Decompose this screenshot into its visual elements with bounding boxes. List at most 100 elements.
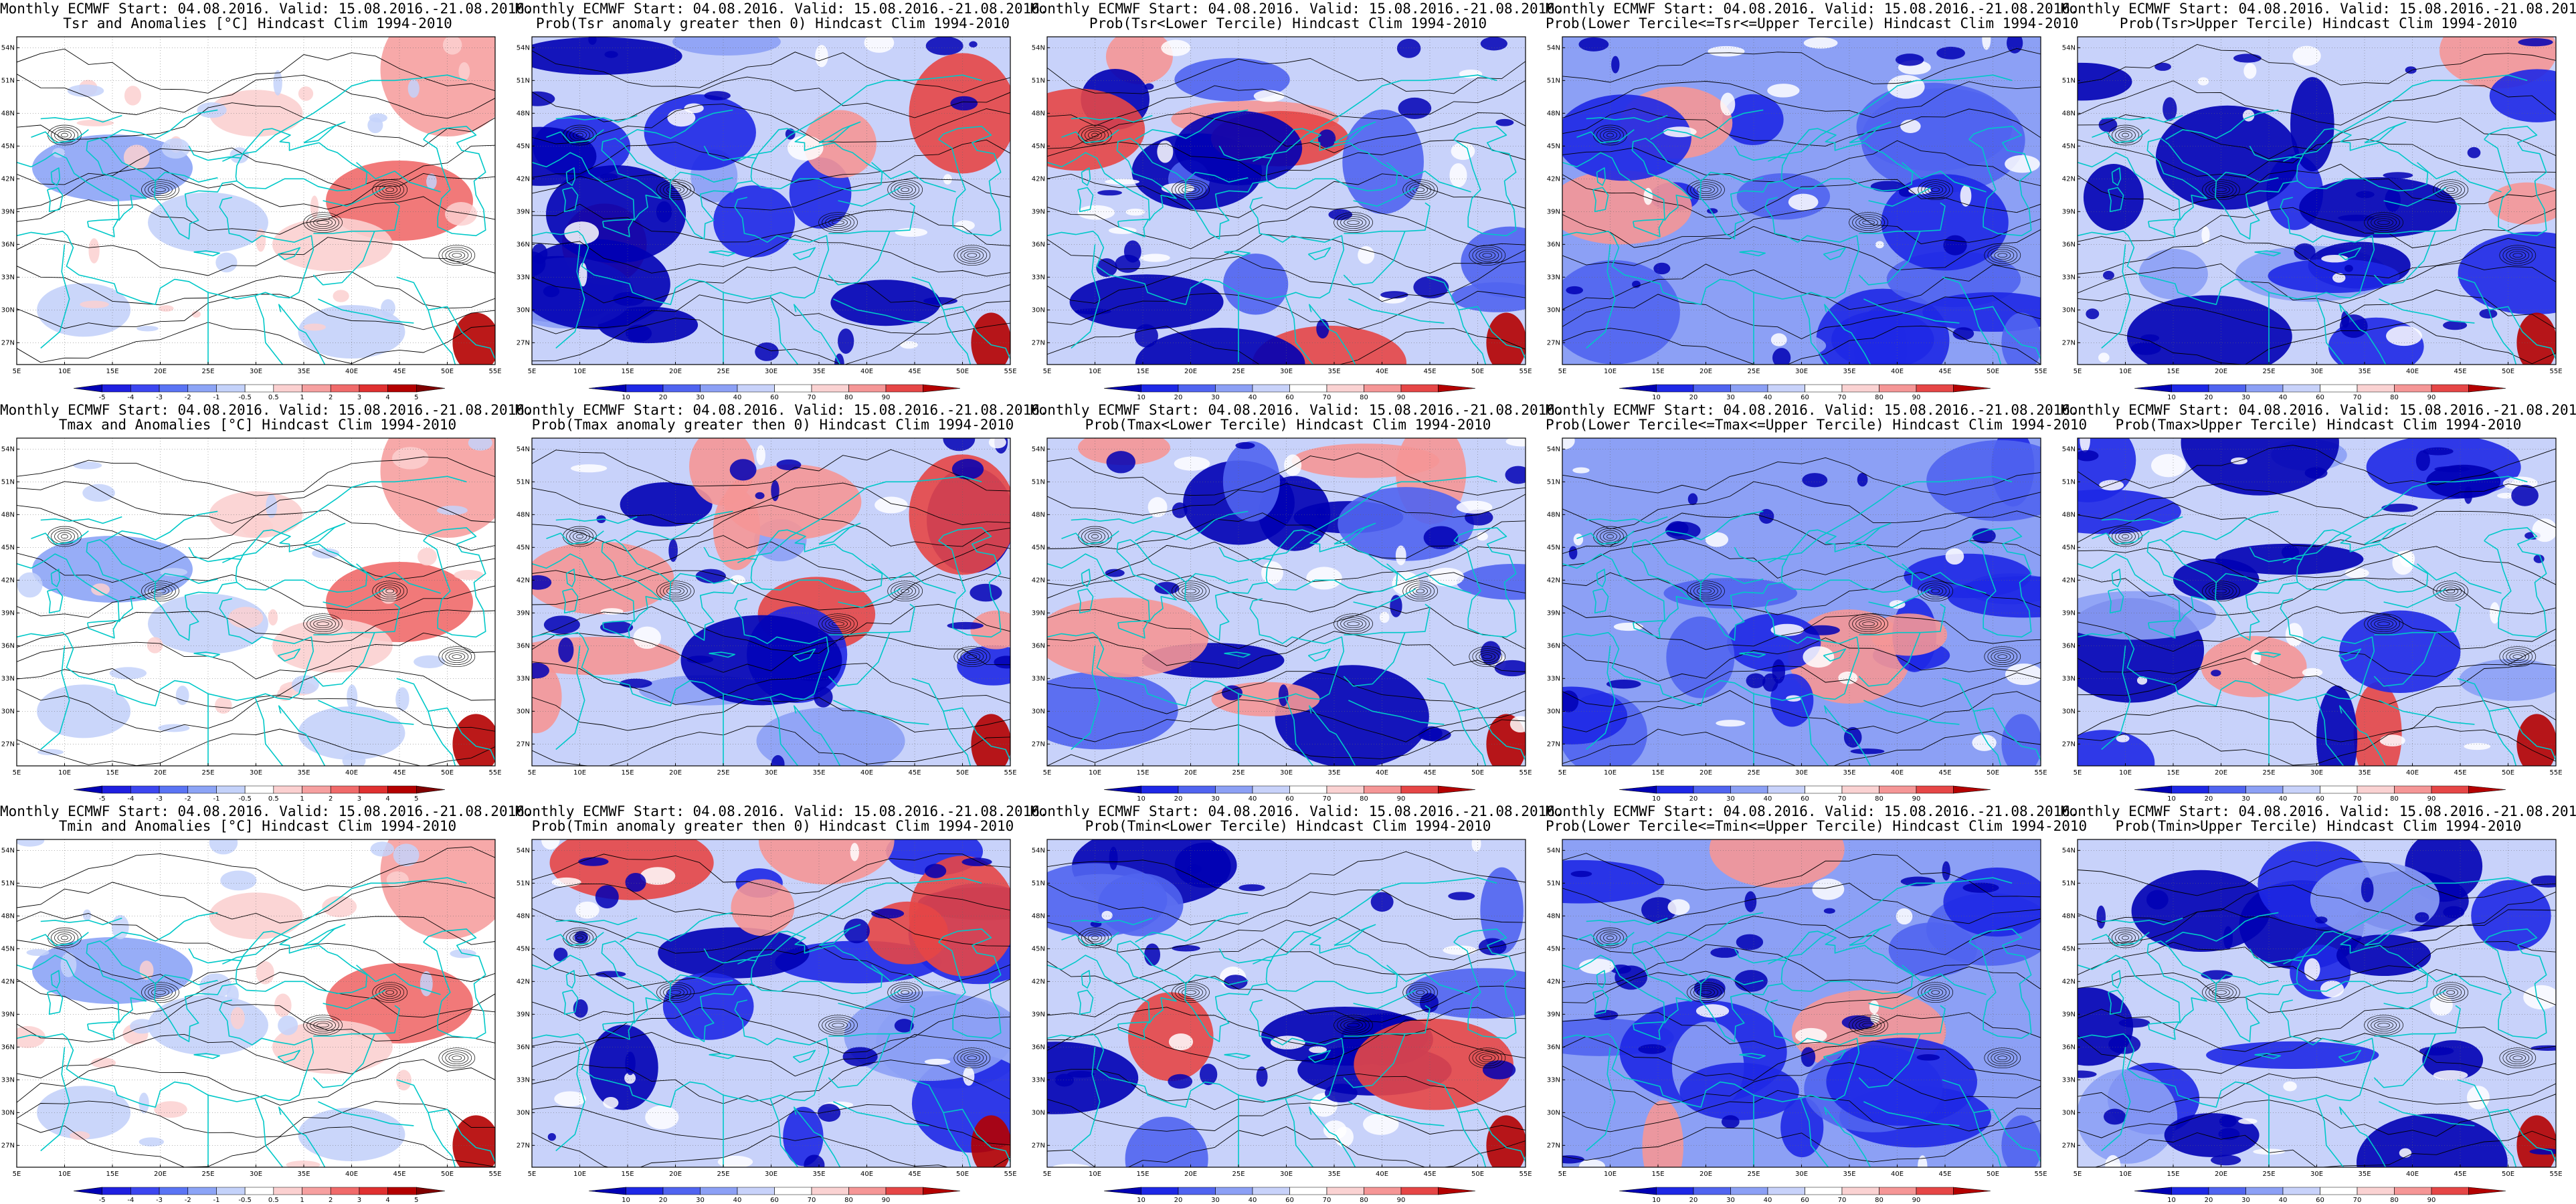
longitude-label: 50E	[441, 1171, 454, 1178]
colorbar: 10 20 30 40 60 70 80 90	[1103, 785, 1476, 803]
latitude-label: 30N	[1032, 306, 1045, 314]
longitude-label: 30E	[2310, 769, 2323, 777]
longitude-label: 35E	[297, 769, 310, 777]
colorbar-label: 3	[357, 1197, 361, 1204]
longitude-label: 5E	[528, 1171, 537, 1178]
map-panel: 54N 51N 48N 45N 42N 39N 36N 33N 30N 27N 5E 10E 15E 20…	[1030, 0, 1564, 401]
latitude-label: 33N	[1032, 675, 1045, 682]
longitude-label: 10E	[1089, 769, 1101, 777]
map-title: Prob(Lower Tercile<=Tsr<=Upper Tercile) …	[1546, 15, 2079, 31]
latitude-label: 51N	[517, 478, 530, 486]
longitude-label: 45E	[1423, 1171, 1436, 1178]
map-header: Monthly ECMWF Start: 04.08.2016. Valid: …	[1546, 1, 2079, 17]
colorbar-label: 20	[2205, 795, 2213, 803]
colorbar-label: 20	[1689, 795, 1698, 803]
colorbar-label: 90	[1397, 795, 1406, 803]
longitude-label: 55E	[488, 769, 501, 777]
latitude-label: 42N	[517, 978, 530, 985]
colorbar-label: 30	[696, 1197, 705, 1204]
map-panel: 54N 51N 48N 45N 42N 39N 36N 33N 30N 27N 5E 10E 15E 20…	[1546, 803, 2088, 1204]
map-title: Tmax and Anomalies [°C] Hindcast Clim 19…	[58, 417, 457, 433]
latitude-label: 54N	[1547, 847, 1560, 854]
map-title: Prob(Lower Tercile<=Tmin<=Upper Tercile)…	[1546, 818, 2088, 834]
colorbar-label: 80	[2390, 1197, 2399, 1204]
colorbar-label: 60	[1801, 1197, 1809, 1204]
colorbar-label: 0.5	[268, 1197, 279, 1204]
latitude-label: 48N	[1547, 110, 1560, 117]
longitude-label: 50E	[441, 769, 454, 777]
latitude-label: 54N	[1032, 445, 1045, 453]
colorbar-label: -5	[99, 1197, 106, 1204]
map-title: Prob(Tmax anomaly greater then 0) Hindca…	[531, 417, 1014, 433]
longitude-label: 55E	[1004, 1171, 1016, 1178]
longitude-label: 40E	[1376, 1171, 1388, 1178]
colorbar-label: 40	[1249, 1197, 1257, 1204]
latitude-label: 27N	[1, 339, 15, 346]
longitude-label: 30E	[250, 769, 262, 777]
colorbar-label: 10	[622, 394, 630, 401]
latitude-label: 30N	[517, 708, 530, 715]
longitude-label: 20E	[2215, 1171, 2227, 1178]
longitude-label: 20E	[1699, 368, 1712, 375]
colorbar-label: -4	[127, 795, 134, 803]
colorbar-label: 0.5	[268, 795, 279, 803]
colorbar-label: 60	[2316, 1197, 2324, 1204]
colorbar-label: 60	[1285, 1197, 1294, 1204]
longitude-label: 55E	[1519, 1171, 1532, 1178]
colorbar-label: 10	[1652, 795, 1661, 803]
longitude-label: 55E	[2034, 1171, 2047, 1178]
latitude-label: 45N	[1547, 142, 1560, 150]
map-panel: 54N 51N 48N 45N 42N 39N 36N 33N 30N 27N 5E 10E 15E 20…	[1030, 401, 1564, 803]
colorbar-label: 60	[1285, 394, 1294, 401]
colorbar-label: 80	[844, 394, 853, 401]
latitude-label: 30N	[517, 306, 530, 314]
latitude-label: 42N	[1032, 175, 1045, 183]
latitude-label: 45N	[1032, 142, 1045, 150]
longitude-label: 5E	[13, 769, 21, 777]
latitude-label: 33N	[1, 675, 15, 682]
colorbar-label: 20	[1174, 1197, 1183, 1204]
latitude-label: 48N	[517, 110, 530, 117]
colorbar-label: -2	[185, 795, 191, 803]
latitude-label: 42N	[1032, 577, 1045, 584]
colorbar-label: 1	[300, 1197, 304, 1204]
colorbar-label: 80	[1360, 1197, 1368, 1204]
colorbar-label: -1	[213, 795, 219, 803]
longitude-label: 20E	[2215, 769, 2227, 777]
latitude-label: 48N	[517, 511, 530, 518]
latitude-label: 48N	[2062, 110, 2076, 117]
longitude-label: 45E	[2454, 368, 2466, 375]
latitude-label: 42N	[517, 175, 530, 183]
colorbar-label: 60	[1801, 394, 1809, 401]
longitude-label: 55E	[2034, 368, 2047, 375]
latitude-label: 39N	[1547, 1011, 1560, 1018]
longitude-label: 30E	[250, 368, 262, 375]
latitude-label: 42N	[1, 978, 15, 985]
latitude-label: 54N	[1032, 847, 1045, 854]
latitude-label: 27N	[1, 1142, 15, 1149]
latitude-label: 30N	[1, 306, 15, 314]
longitude-label: 50E	[2502, 769, 2514, 777]
colorbar-label: 60	[2316, 394, 2324, 401]
longitude-label: 5E	[2074, 1171, 2082, 1178]
latitude-label: 39N	[1547, 208, 1560, 215]
longitude-label: 20E	[1184, 769, 1197, 777]
colorbar-label: 70	[1323, 795, 1331, 803]
colorbar-label: 40	[2279, 1197, 2288, 1204]
latitude-label: 33N	[1032, 1076, 1045, 1084]
colorbar-label: 90	[1397, 394, 1406, 401]
latitude-label: 33N	[1547, 274, 1560, 281]
colorbar-label: 70	[1323, 394, 1331, 401]
latitude-label: 42N	[1032, 978, 1045, 985]
latitude-label: 45N	[1, 142, 15, 150]
longitude-label: 35E	[297, 368, 310, 375]
longitude-label: 25E	[717, 769, 729, 777]
longitude-label: 30E	[765, 368, 777, 375]
map-header: Monthly ECMWF Start: 04.08.2016. Valid: …	[2061, 803, 2576, 819]
latitude-label: 54N	[517, 44, 530, 52]
colorbar-label: 80	[1875, 1197, 1883, 1204]
longitude-label: 45E	[1423, 368, 1436, 375]
longitude-label: 40E	[2406, 769, 2419, 777]
